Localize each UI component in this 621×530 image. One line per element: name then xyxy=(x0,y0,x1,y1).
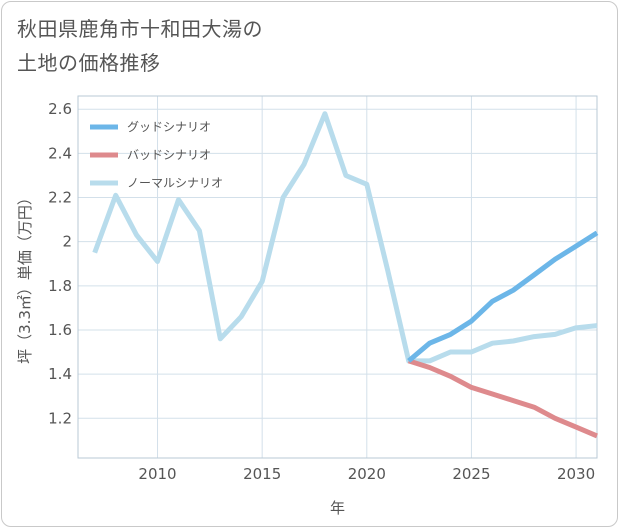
plot-area xyxy=(77,95,598,459)
y-tick-label: 1.4 xyxy=(48,365,72,383)
x-axis-label: 年 xyxy=(330,499,345,517)
y-axis-label: 坪（3.3㎡）単価（万円） xyxy=(16,190,34,364)
y-tick-label: 2.2 xyxy=(48,189,72,207)
series-line-0 xyxy=(407,230,599,363)
series-layer xyxy=(92,111,599,439)
y-tick-label: 1.2 xyxy=(48,409,72,427)
legend-label: バッドシナリオ xyxy=(127,148,211,162)
y-axis-ticks: 1.2 1.4 1.6 1.8 2 2.2 2.4 2.6 xyxy=(48,100,72,427)
x-axis-ticks: 2010 2015 2020 2025 2030 xyxy=(138,465,595,483)
series-line-1 xyxy=(407,358,598,439)
y-tick-label: 2.6 xyxy=(48,100,72,118)
chart-title: 秋田県鹿角市十和田大湯の 土地の価格推移 xyxy=(17,12,263,80)
x-tick-label: 2020 xyxy=(348,465,386,483)
chart-title-line-1: 秋田県鹿角市十和田大湯の xyxy=(17,17,263,41)
x-tick-label: 2030 xyxy=(557,465,595,483)
x-tick-label: 2010 xyxy=(138,465,176,483)
chart-title-line-2: 土地の価格推移 xyxy=(17,51,161,75)
y-tick-label: 1.6 xyxy=(48,321,72,339)
x-tick-label: 2025 xyxy=(452,465,490,483)
y-tick-label: 1.8 xyxy=(48,277,72,295)
y-tick-label: 2.4 xyxy=(48,144,72,162)
y-tick-label: 2 xyxy=(62,233,72,251)
legend-label: グッドシナリオ xyxy=(127,120,211,134)
series-line-2 xyxy=(92,111,598,364)
x-tick-label: 2015 xyxy=(243,465,281,483)
legend-label: ノーマルシナリオ xyxy=(127,176,223,190)
